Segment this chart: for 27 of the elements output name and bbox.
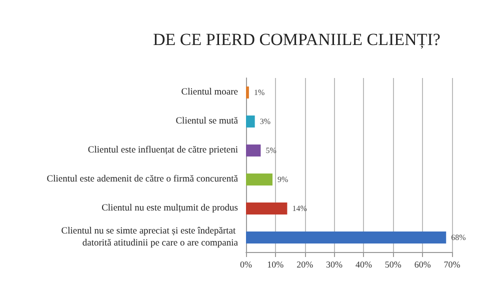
x-tick-label: 20%: [296, 260, 314, 270]
bar: [246, 116, 255, 128]
data-label: 68%: [451, 233, 466, 242]
x-tick-label: 10%: [267, 260, 284, 270]
y-tick-label: Clientul nu se simte apreciat și este îndepărtat datorită atitudinii pe care o are compania: [61, 226, 239, 248]
y-tick-label: Clientul nu este mulțumit de produs: [102, 204, 238, 214]
x-tick-label: 60%: [414, 260, 432, 270]
bar: [246, 86, 249, 98]
x-tick-label: 30%: [326, 260, 344, 270]
data-label: 5%: [266, 146, 277, 155]
data-label: 3%: [260, 117, 271, 126]
bar: [246, 202, 288, 214]
x-tick-label: 0%: [240, 260, 252, 270]
bar: [246, 144, 261, 156]
bar: [246, 174, 272, 186]
x-tick-label: 40%: [355, 260, 372, 270]
data-label: 9%: [277, 175, 288, 184]
y-tick-label: Clientul este ademenit de către o firmă concurentă: [46, 174, 239, 184]
data-label: 1%: [254, 88, 265, 97]
y-tick-label: Clientul este influențat de către prieteni: [88, 146, 238, 156]
y-tick-label: Clientul moare: [181, 88, 238, 98]
y-tick-label: Clientul se mută: [176, 116, 239, 126]
data-label: 14%: [292, 204, 308, 213]
x-tick-label: 50%: [384, 260, 402, 270]
x-tick-label: 70%: [444, 260, 461, 270]
chart-title: DE CE PIERD COMPANIILE CLIENȚI?: [153, 30, 440, 49]
bar: [246, 232, 446, 244]
